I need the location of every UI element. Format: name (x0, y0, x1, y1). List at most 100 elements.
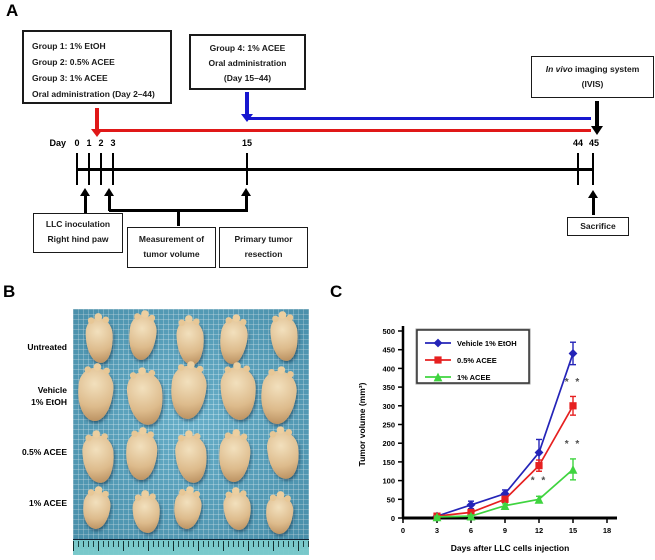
llc-arrow-shaft (84, 196, 87, 213)
groups123-treatment-line (99, 129, 591, 132)
tumor-specimen (258, 369, 299, 426)
significance-mark: * * (565, 439, 582, 450)
day-tick-45: 45 (588, 138, 599, 148)
sacrifice-box: Sacrifice (567, 217, 629, 236)
day-tick-2: 2 (98, 138, 104, 148)
y-axis-label: Tumor volume (mm³) (357, 382, 367, 466)
oral-admin-day2-44-label: Oral administration (Day 2–44) (32, 89, 155, 99)
tumor-specimen (217, 317, 250, 366)
llc-line2: Right hind paw (47, 234, 109, 244)
resection-line1: Primary tumor (234, 234, 293, 244)
llc-line1: LLC inoculation (45, 219, 111, 229)
resection-line2: resection (244, 249, 283, 259)
tumor-specimen (76, 366, 115, 423)
svg-text:18: 18 (603, 526, 611, 535)
x-axis-label: Days after LLC cells injection (451, 543, 570, 553)
imaging-system-text: imaging system (572, 64, 640, 74)
timeline-tick-day2 (100, 153, 102, 185)
groups-1-3-box: Group 1: 1% EtOH Group 2: 0.5% ACEE Grou… (22, 30, 172, 104)
svg-text:450: 450 (382, 346, 395, 355)
day3-arrow-up-icon (104, 188, 114, 196)
svg-text:9: 9 (503, 526, 507, 535)
tumor-specimen (222, 490, 253, 532)
measurement-line2: tumor volume (143, 249, 200, 259)
day-tick-15: 15 (241, 138, 252, 148)
ivis-line1: In vivo imaging system (532, 62, 653, 77)
svg-text:0: 0 (401, 526, 405, 535)
svg-text:6: 6 (469, 526, 473, 535)
svg-text:250: 250 (382, 421, 395, 430)
chart-svg: 0 50 100 150 200 250 300 350 400 450 500 0 3 6 9 12 15 18… (357, 326, 617, 553)
group2-label: Group 2: 0.5% ACEE (32, 57, 115, 67)
svg-text:15: 15 (569, 526, 577, 535)
measurement-box: Measurement of tumor volume (127, 227, 216, 268)
svg-text:50: 50 (387, 495, 395, 504)
legend-label: Vehicle 1% EtOH (457, 339, 517, 348)
sacrifice-arrow-up-icon (588, 190, 598, 198)
group4-treatment-line (247, 117, 591, 120)
ivis-line2: (IVIS) (581, 79, 604, 89)
ivis-arrow-shaft (595, 101, 599, 126)
timeline-tick-day44 (577, 153, 579, 185)
day15-arrow-shaft (245, 196, 248, 211)
svg-text:12: 12 (535, 526, 543, 535)
red-arrow-down-icon (91, 129, 103, 137)
svg-text:3: 3 (435, 526, 439, 535)
svg-text:400: 400 (382, 364, 395, 373)
ivis-arrow-down-icon (591, 126, 603, 135)
row-label-05-acee: 0.5% ACEE (21, 447, 67, 457)
timeline-tick-day1 (88, 153, 90, 185)
tumor-specimen (126, 313, 159, 362)
row-label-vehicle: Vehicle 1% EtOH (31, 385, 67, 407)
sacrifice-label: Sacrifice (580, 221, 616, 231)
svg-text:300: 300 (382, 402, 395, 411)
legend-label: 1% ACEE (457, 373, 490, 382)
group4-oral-admin-label: Oral administration (208, 58, 287, 68)
tumor-specimen (84, 317, 115, 364)
svg-text:150: 150 (382, 458, 395, 467)
tumor-specimen (219, 366, 258, 421)
day-axis-prefix: Day (49, 138, 66, 148)
group4-days-label: (Day 15–44) (223, 73, 272, 83)
row-label-1-acee: 1% ACEE (29, 498, 67, 508)
ruler (73, 539, 309, 555)
svg-text:350: 350 (382, 383, 395, 392)
panel-b-letter: B (3, 282, 16, 301)
tumor-volume-chart: 0 50 100 150 200 250 300 350 400 450 500 0 3 6 9 12 15 18… (345, 300, 655, 555)
timeline-tick-day15 (246, 153, 248, 185)
tumor-specimen (168, 364, 209, 421)
day3-arrow-shaft (108, 196, 111, 211)
timeline-tick-day3 (112, 153, 114, 185)
group-4-box: Group 4: 1% ACEE Oral administration (Da… (189, 34, 306, 90)
day-tick-3: 3 (110, 138, 116, 148)
tumor-specimen (265, 429, 302, 481)
timeline-tick-day0 (76, 153, 78, 185)
panel-c-letter: C (330, 282, 343, 301)
primary-resection-box: Primary tumor resection (219, 227, 308, 268)
tumor-specimen (171, 489, 204, 531)
svg-text:200: 200 (382, 439, 395, 448)
legend-label: 0.5% ACEE (457, 356, 497, 365)
group3-label: Group 3: 1% ACEE (32, 73, 108, 83)
significance-mark: * * (565, 377, 582, 388)
measurement-line1: Measurement of (138, 234, 205, 244)
in-vivo-italic: In vivo (545, 64, 573, 74)
tumor-specimen (81, 489, 112, 531)
day-tick-44: 44 (572, 138, 583, 148)
tumor-specimen-photo (73, 309, 309, 555)
svg-text:500: 500 (382, 327, 395, 336)
tumor-specimen (131, 494, 162, 534)
group1-label: Group 1: 1% EtOH (32, 41, 106, 51)
llc-inoculation-box: LLC inoculation Right hind paw (33, 213, 123, 253)
timeline-tick-day45 (592, 153, 594, 185)
day15-arrow-up-icon (241, 188, 251, 196)
day-tick-1: 1 (86, 138, 92, 148)
group4-label: Group 4: 1% ACEE (209, 43, 286, 53)
row-label-untreated: Untreated (27, 342, 67, 352)
sacrifice-arrow-shaft (592, 198, 595, 215)
tumor-specimen (124, 431, 159, 481)
svg-text:100: 100 (382, 477, 395, 486)
red-arrow-shaft (95, 108, 99, 129)
significance-mark: * * (531, 476, 548, 487)
